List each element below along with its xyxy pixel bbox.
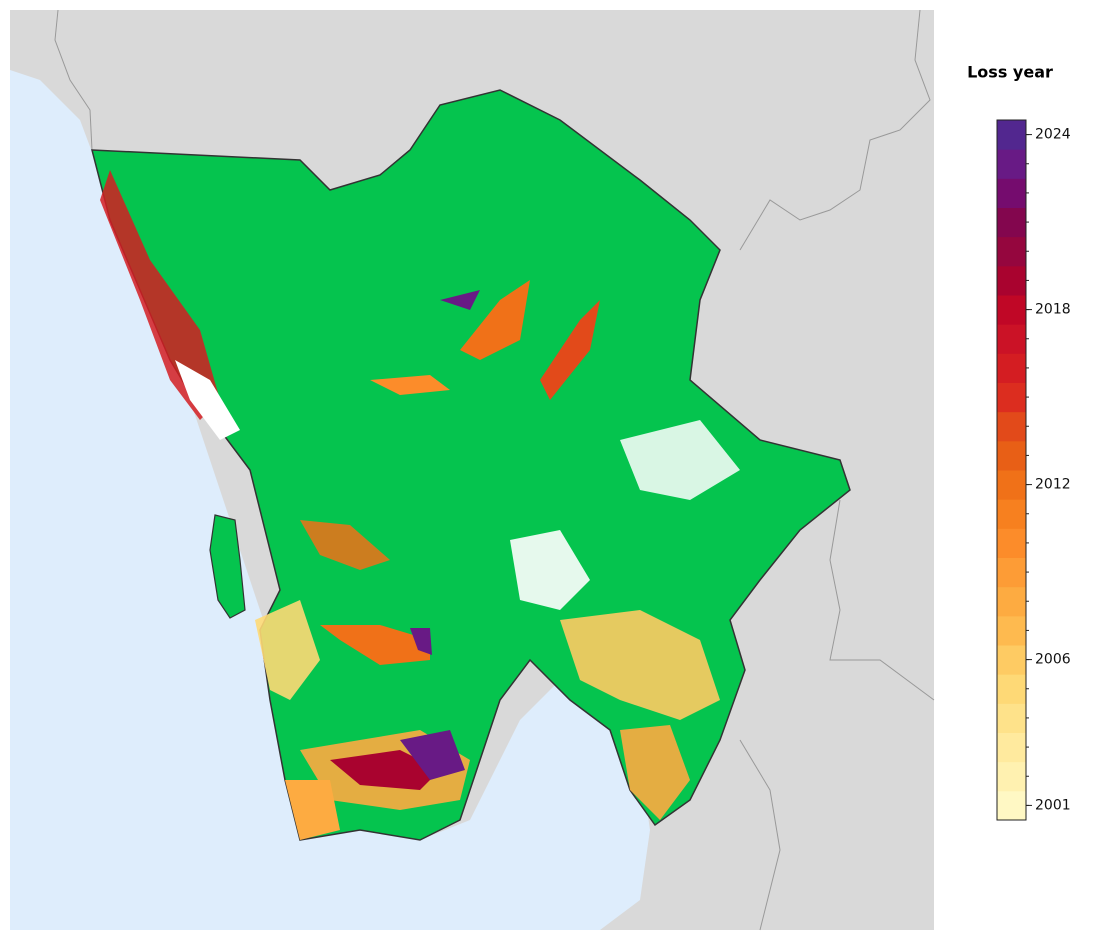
colorbar-bin — [997, 324, 1026, 354]
colorbar-bin — [997, 645, 1026, 675]
colorbar: Loss year 2001 2006 2012 2018 2024 — [967, 63, 1071, 821]
map — [10, 9, 935, 931]
colorbar-bin — [997, 615, 1026, 646]
colorbar-bin — [997, 411, 1026, 442]
tick-label: 2006 — [1035, 652, 1071, 668]
colorbar-bin — [997, 732, 1026, 763]
colorbar-bin — [997, 790, 1026, 821]
tick-label: 2012 — [1035, 477, 1071, 493]
colorbar-bin — [997, 295, 1026, 325]
colorbar-bin — [997, 149, 1026, 179]
colorbar-bin — [997, 440, 1026, 471]
colorbar-bin — [997, 703, 1026, 733]
legend-title: Loss year — [967, 63, 1053, 82]
colorbar-bin — [997, 528, 1026, 558]
colorbar-bin — [997, 674, 1026, 704]
loss-patches — [100, 170, 740, 840]
colorbar-bin — [997, 470, 1026, 500]
colorbar-bin — [997, 761, 1026, 792]
tick-label: 2018 — [1035, 302, 1071, 318]
colorbar-bin — [997, 586, 1026, 617]
borders — [54, 9, 935, 931]
colorbar-bin — [997, 353, 1026, 383]
island — [209, 514, 246, 619]
tick-label: 2024 — [1035, 127, 1071, 143]
colorbar-bin — [997, 265, 1026, 296]
tick-label: 2001 — [1035, 797, 1071, 813]
colorbar-bin — [997, 178, 1026, 208]
colorbar-bin — [997, 207, 1026, 238]
sea — [10, 70, 650, 930]
colorbar-bin — [997, 120, 1026, 150]
colorbar-bin — [997, 236, 1026, 267]
colorbar-bin — [997, 557, 1026, 588]
colorbar-frame — [996, 119, 1027, 821]
colorbar-bin — [997, 499, 1026, 529]
colorbar-bin — [997, 382, 1026, 413]
